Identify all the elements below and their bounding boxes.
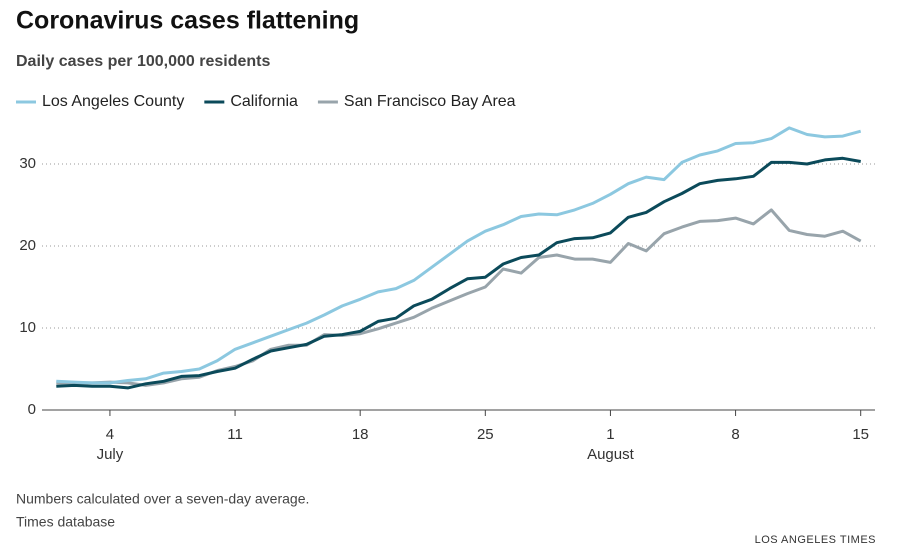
note: Numbers calculated over a seven-day aver… — [16, 491, 309, 507]
x-tick-label: 8 — [731, 426, 739, 443]
x-tick-label: 15 — [852, 426, 869, 443]
y-tick-label: 20 — [19, 237, 36, 254]
legend-label: California — [230, 93, 298, 110]
chart-subtitle: Daily cases per 100,000 residents — [16, 53, 270, 70]
y-tick-label: 30 — [19, 155, 36, 172]
month-label: July — [97, 446, 124, 463]
x-tick-label: 4 — [106, 426, 114, 443]
source: Times database — [16, 514, 115, 530]
series-line — [56, 208, 862, 387]
x-tick-label: 25 — [477, 426, 494, 443]
series-line — [56, 156, 861, 390]
legend-label: Los Angeles County — [42, 93, 184, 110]
chart-title: Coronavirus cases flattening — [16, 7, 359, 35]
y-tick-label: 10 — [19, 319, 36, 336]
x-tick-label: 1 — [606, 426, 614, 443]
x-tick-label: 18 — [352, 426, 369, 443]
credit: LOS ANGELES TIMES — [755, 534, 876, 546]
y-tick-label: 0 — [28, 401, 36, 418]
series-line — [56, 126, 862, 385]
legend-label: San Francisco Bay Area — [344, 93, 516, 110]
x-tick-label: 11 — [227, 426, 243, 443]
month-label: August — [587, 446, 635, 463]
